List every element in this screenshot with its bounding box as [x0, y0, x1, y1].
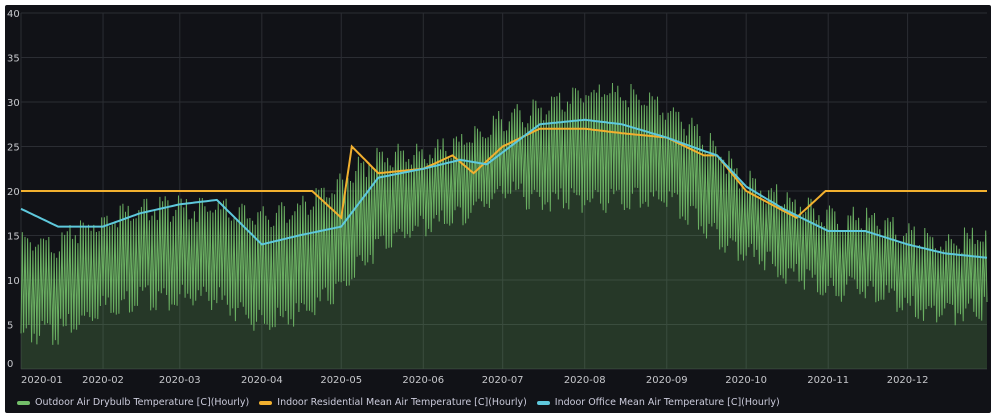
x-tick-label: 2020-10 — [725, 375, 767, 386]
x-axis-ticks: 2020-01 2020-02 2020-03 2020-04 2020-05 2020-… — [21, 375, 929, 386]
x-tick-label: 2020-11 — [807, 375, 849, 386]
y-tick-label: 30 — [7, 98, 20, 109]
x-tick-label: 2020-04 — [241, 375, 283, 386]
y-tick-label: 5 — [7, 321, 13, 332]
legend-label: Indoor Office Mean Air Temperature [C](H… — [554, 397, 780, 408]
x-tick-label: 2020-03 — [159, 375, 201, 386]
legend-swatch — [536, 400, 550, 405]
x-tick-label: 2020-06 — [402, 375, 444, 386]
series-line-outdoor — [20, 82, 988, 345]
y-tick-label: 25 — [7, 143, 20, 154]
legend-swatch — [259, 400, 273, 405]
x-tick-label: 2020-08 — [564, 375, 606, 386]
y-tick-label: 0 — [7, 359, 13, 370]
y-axis-ticks: 0 5 10 15 20 25 30 35 40 — [7, 9, 20, 370]
y-tick-label: 15 — [7, 232, 20, 243]
y-tick-label: 10 — [7, 276, 20, 287]
chart-panel: 0 5 10 15 20 25 30 35 40 2020-01 2020-02 2020-03 20… — [5, 5, 991, 413]
legend-label: Outdoor Air Drybulb Temperature [C](Hour… — [35, 397, 250, 408]
legend-swatch — [17, 400, 30, 405]
legend-item[interactable]: Indoor Office Mean Air Temperature [C](H… — [536, 397, 780, 408]
x-tick-label: 2020-12 — [887, 375, 929, 386]
legend-item[interactable]: Indoor Residential Mean Air Temperature … — [259, 397, 527, 408]
y-tick-label: 20 — [7, 187, 20, 198]
y-tick-label: 35 — [7, 54, 20, 65]
x-tick-label: 2020-01 — [21, 375, 63, 386]
x-tick-label: 2020-09 — [646, 375, 688, 386]
x-tick-label: 2020-02 — [82, 375, 124, 386]
legend-label: Indoor Residential Mean Air Temperature … — [277, 397, 527, 408]
legend: Outdoor Air Drybulb Temperature [C](Hour… — [17, 397, 780, 408]
series-group — [20, 82, 988, 369]
x-tick-label: 2020-05 — [320, 375, 362, 386]
x-tick-label: 2020-07 — [482, 375, 524, 386]
legend-item[interactable]: Outdoor Air Drybulb Temperature [C](Hour… — [17, 397, 249, 408]
series-line-residential — [21, 127, 987, 220]
series-line-office — [20, 118, 988, 259]
y-tick-label: 40 — [7, 9, 20, 20]
